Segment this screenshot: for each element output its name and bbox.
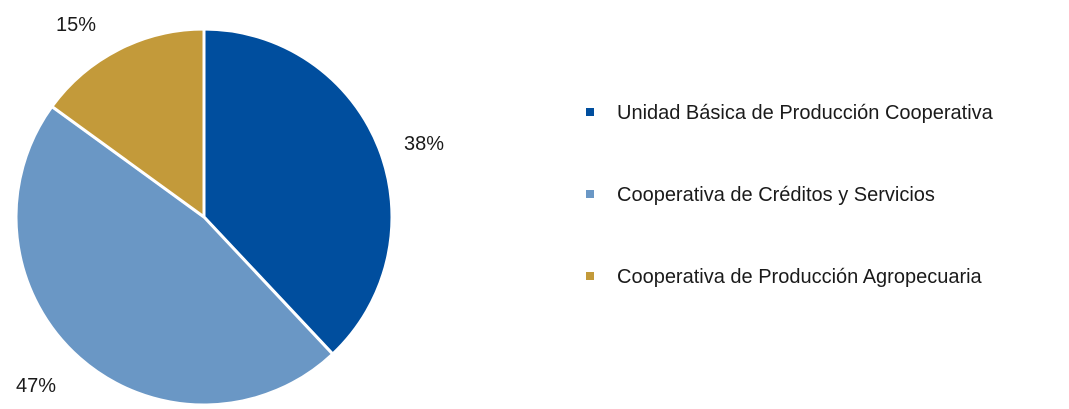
legend-marker: [586, 272, 594, 280]
legend-label: Unidad Básica de Producción Cooperativa: [617, 102, 994, 124]
data-label-unidad-basica-de-produccion-cooperativa: 38%: [404, 133, 444, 155]
data-label-cooperativa-de-produccion-agropecuaria: 15%: [56, 14, 96, 36]
pie-slice-cooperativa-de-creditos-y-servicios: [14, 105, 335, 407]
pie-slices: [14, 27, 394, 407]
legend-item-cooperativa-de-produccion-agropecuaria: Cooperativa de Producción Agropecuaria: [586, 266, 983, 288]
pie-data-labels: 38% 47% 15%: [16, 14, 444, 397]
data-label-cooperativa-de-creditos-y-servicios: 47%: [16, 375, 56, 397]
legend-label: Cooperativa de Créditos y Servicios: [617, 184, 935, 206]
legend: Unidad Básica de Producción Cooperativa C…: [586, 102, 994, 288]
pie-slice-cooperativa-de-produccion-agropecuaria: [50, 27, 206, 219]
legend-marker: [586, 190, 594, 198]
legend-item-unidad-basica-de-produccion-cooperativa: Unidad Básica de Producción Cooperativa: [586, 102, 994, 124]
pie-slice-unidad-basica-de-produccion-cooperativa: [202, 27, 394, 356]
legend-item-cooperativa-de-creditos-y-servicios: Cooperativa de Créditos y Servicios: [586, 184, 935, 206]
legend-label: Cooperativa de Producción Agropecuaria: [617, 266, 983, 288]
legend-marker: [586, 108, 594, 116]
